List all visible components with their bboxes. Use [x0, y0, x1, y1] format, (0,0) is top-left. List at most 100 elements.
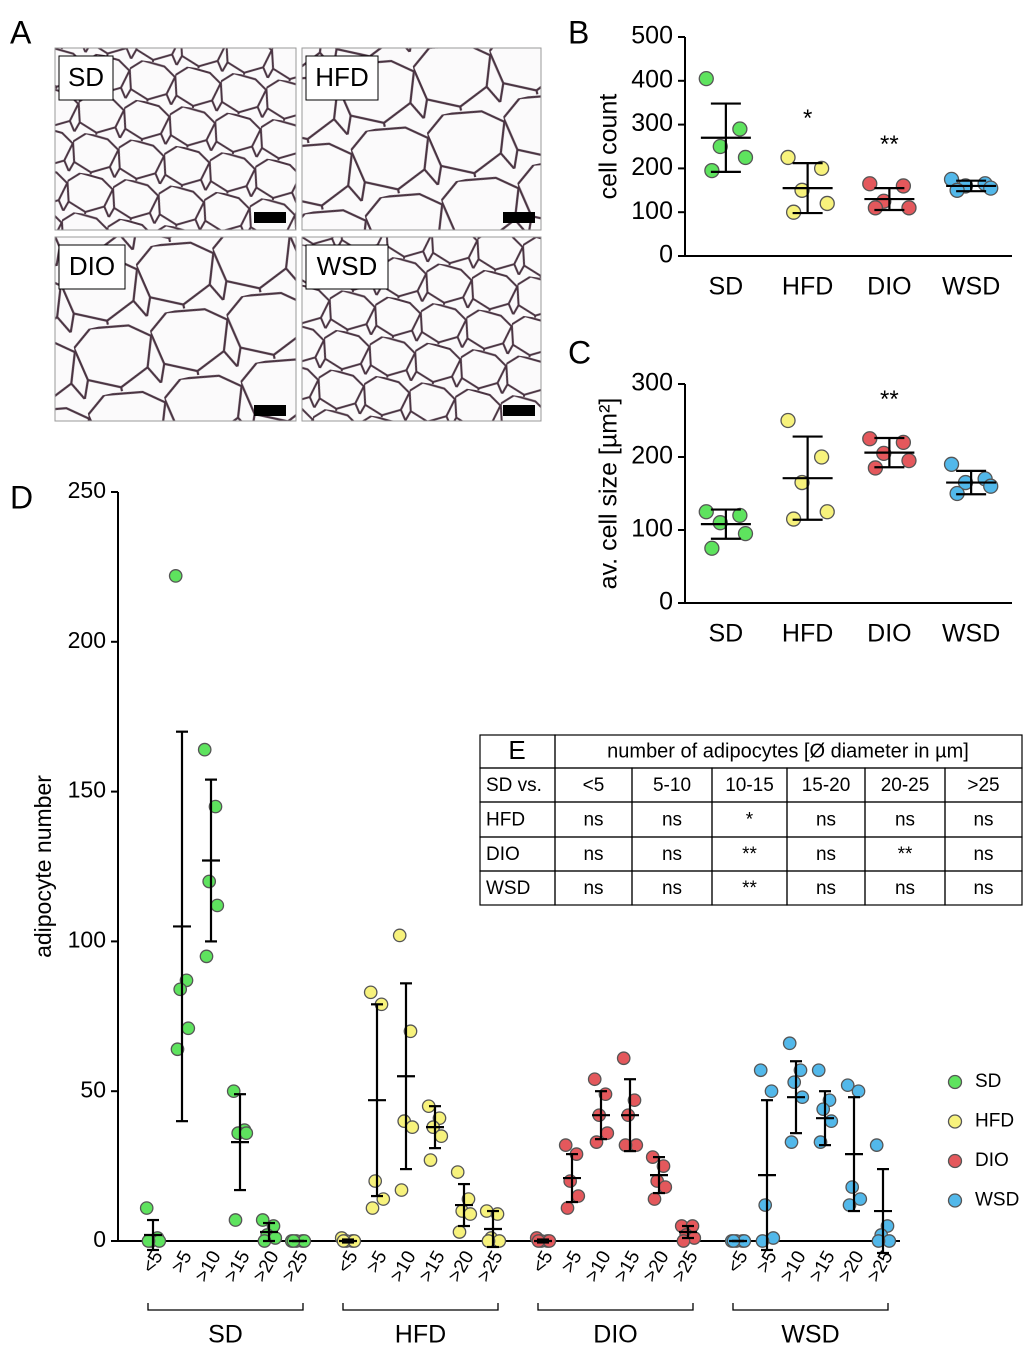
y-tick-label: 200	[631, 442, 673, 470]
x-tick-label: >10	[191, 1248, 225, 1286]
data-point	[572, 1190, 584, 1202]
table-text: **	[742, 844, 757, 865]
panel-letter: C	[568, 334, 591, 370]
panel-letter: B	[568, 14, 589, 50]
x-tick-label: >15	[415, 1248, 449, 1286]
x-tick-label: >15	[610, 1248, 644, 1286]
y-tick-label: 400	[631, 65, 673, 93]
data-point	[452, 1166, 464, 1178]
y-tick-label: 200	[68, 627, 106, 653]
x-tick-label: >20	[249, 1248, 283, 1286]
y-tick-label: 50	[80, 1076, 106, 1102]
y-tick-label: 0	[659, 241, 673, 269]
table-text: 20-25	[881, 775, 930, 796]
data-point	[618, 1052, 630, 1064]
panel-letter: A	[10, 14, 32, 50]
figure: A SD HFD DIO WSD B0100200300400500cell c…	[0, 0, 1025, 1349]
data-point	[228, 1085, 240, 1097]
x-tick-label: >10	[581, 1248, 615, 1286]
y-tick-label: 0	[93, 1226, 106, 1252]
data-point	[738, 150, 752, 164]
group-bracket	[538, 1303, 693, 1310]
data-point	[759, 1199, 771, 1211]
x-tick-label: >15	[805, 1248, 839, 1286]
data-point	[699, 72, 713, 86]
table-text: ns	[816, 810, 836, 831]
x-tick-label: >25	[473, 1248, 507, 1286]
data-point	[984, 479, 998, 493]
micrograph-label: HFD	[315, 62, 368, 92]
data-point	[705, 164, 719, 178]
data-point	[765, 1085, 777, 1097]
data-point	[699, 505, 713, 519]
table-text: HFD	[486, 810, 525, 831]
x-tick-label: SD	[709, 273, 744, 301]
table-text: **	[742, 878, 757, 899]
table-text: ns	[895, 810, 915, 831]
data-point	[788, 1076, 800, 1088]
table-text: ns	[662, 810, 682, 831]
y-tick-label: 500	[631, 22, 673, 50]
y-axis-label: cell count	[595, 94, 623, 200]
group-label: SD	[208, 1321, 243, 1349]
table-text: 10-15	[725, 775, 774, 796]
table-text: ns	[973, 844, 993, 865]
scale-bar	[254, 212, 286, 223]
data-point	[820, 505, 834, 519]
significance-label: **	[880, 131, 899, 158]
data-point	[896, 179, 910, 193]
table-text: ns	[895, 878, 915, 899]
y-axis-label: adipocyte number	[30, 775, 56, 958]
data-point	[200, 950, 212, 962]
micrograph-label: DIO	[69, 251, 115, 281]
data-point	[813, 1064, 825, 1076]
group-label: DIO	[593, 1321, 637, 1349]
x-tick-label: DIO	[867, 273, 911, 301]
table-text: ns	[662, 844, 682, 865]
micrographs: A SD HFD DIO WSD	[10, 14, 541, 421]
scale-bar	[503, 212, 535, 223]
table-text: **	[898, 844, 913, 865]
data-point	[902, 201, 916, 215]
x-tick-label: >25	[278, 1248, 312, 1286]
data-point	[733, 122, 747, 136]
data-point	[852, 1085, 864, 1097]
data-point	[453, 1226, 465, 1238]
table-text: ns	[662, 878, 682, 899]
data-point	[424, 1154, 436, 1166]
y-tick-label: 100	[631, 515, 673, 543]
y-tick-label: 100	[68, 926, 106, 952]
data-point	[589, 1073, 601, 1085]
data-point	[784, 1037, 796, 1049]
data-point	[211, 899, 223, 911]
table-text: ns	[816, 878, 836, 899]
legend-marker	[949, 1194, 962, 1207]
data-point	[817, 1103, 829, 1115]
x-tick-label: WSD	[942, 620, 1000, 648]
y-tick-label: 100	[631, 197, 673, 225]
x-tick-label: >20	[834, 1248, 868, 1286]
x-tick-label: <5	[724, 1248, 753, 1277]
significance-label: **	[880, 386, 899, 413]
y-tick-label: 200	[631, 153, 673, 181]
group-bracket	[733, 1303, 888, 1310]
significance-label: *	[803, 105, 812, 132]
data-point	[240, 1127, 252, 1139]
legend-label: HFD	[975, 1111, 1014, 1132]
x-tick-label: >20	[444, 1248, 478, 1286]
table-text: <5	[583, 775, 605, 796]
group-bracket	[343, 1303, 498, 1310]
micrograph-label: SD	[68, 62, 104, 92]
data-point	[984, 181, 998, 195]
data-point	[871, 1139, 883, 1151]
data-point	[406, 1121, 418, 1133]
data-point	[229, 1214, 241, 1226]
page: A SD HFD DIO WSD B0100200300400500cell c…	[0, 0, 1025, 1349]
table-text: 5-10	[653, 775, 691, 796]
table-header: number of adipocytes [Ø diameter in µm]	[607, 740, 969, 762]
data-point	[825, 1115, 837, 1127]
data-point	[564, 1175, 576, 1187]
legend-marker	[949, 1076, 962, 1089]
data-point	[174, 983, 186, 995]
table-text: ns	[583, 844, 603, 865]
